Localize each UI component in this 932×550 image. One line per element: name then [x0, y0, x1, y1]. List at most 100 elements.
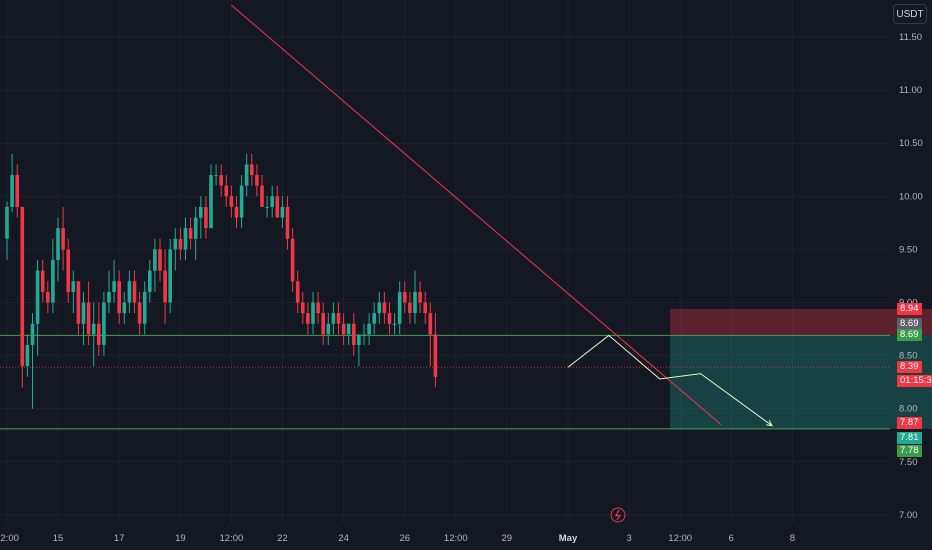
y-tick-label: 10.00 — [899, 191, 923, 202]
candle-body — [214, 175, 218, 177]
price-tag: 8.69 — [897, 329, 922, 342]
candle-body — [112, 281, 116, 292]
lightning-bolt-icon — [614, 509, 622, 521]
candle-body — [51, 260, 55, 303]
candle-body — [97, 323, 101, 345]
price-tag: 7.81 — [897, 432, 922, 445]
candle-body — [40, 270, 45, 292]
x-tick-label: 15 — [53, 533, 64, 544]
candle-body — [188, 228, 193, 239]
candle-body — [301, 302, 305, 314]
candle-body — [153, 249, 157, 271]
candle-body — [35, 270, 40, 324]
candle-body — [178, 238, 183, 250]
candle-body — [326, 323, 331, 335]
candle-body — [234, 206, 239, 218]
price-tag: 8.39 — [897, 361, 922, 374]
candle-body — [142, 291, 147, 324]
candle-body — [137, 302, 142, 324]
candle-body — [122, 302, 127, 314]
candle-body — [290, 238, 295, 282]
candle-body — [306, 313, 310, 324]
candle-body — [367, 323, 371, 335]
candle-body — [229, 196, 234, 207]
y-tick-label: 9.50 — [899, 244, 918, 255]
x-tick-label: 22 — [277, 533, 288, 544]
candle-body — [316, 302, 320, 314]
candle-body — [56, 228, 60, 261]
x-tick-label: 8 — [790, 533, 795, 544]
candle-body — [239, 185, 244, 218]
candle-body — [163, 270, 167, 303]
candle-body — [418, 291, 422, 303]
x-tick-label: 17 — [114, 533, 125, 544]
x-tick-label: 12:00 — [668, 533, 692, 544]
event-marker-icon — [610, 507, 626, 523]
currency-selector[interactable]: USDT — [893, 4, 927, 24]
y-tick-label: 11.50 — [899, 32, 922, 43]
candle-body — [280, 206, 285, 218]
x-tick-label: 19 — [175, 533, 186, 544]
x-tick-label: May — [559, 533, 578, 544]
candle-body — [244, 164, 249, 186]
candle-body — [423, 302, 427, 314]
trendline — [231, 4, 722, 426]
x-tick-label: 24 — [338, 533, 349, 544]
candle-body — [357, 334, 361, 345]
candle-body — [224, 185, 229, 197]
candle-body — [336, 313, 341, 324]
candle-body — [362, 334, 366, 336]
candle-body — [117, 281, 121, 314]
candle-body — [372, 313, 376, 324]
candle-body — [86, 302, 91, 335]
candle-body — [408, 302, 412, 314]
candle-body — [91, 323, 96, 335]
x-tick-label: 6 — [729, 533, 734, 544]
price-tag: 01:15:39 — [897, 375, 932, 388]
projection-arrowhead — [765, 420, 773, 427]
candle-body — [15, 175, 19, 207]
candle-body — [30, 323, 35, 345]
price-tag: 8.94 — [897, 302, 922, 315]
y-tick-label: 7.50 — [899, 457, 918, 468]
take-profit-zone — [670, 335, 932, 429]
candle-body — [219, 175, 223, 186]
candle-body — [270, 196, 274, 207]
x-tick-label: 12:00 — [444, 533, 468, 544]
candle-body — [66, 249, 70, 292]
candle-body — [107, 291, 111, 303]
candle-body — [127, 281, 132, 303]
candle-body — [20, 206, 25, 367]
candle-body — [392, 323, 397, 325]
candle-body — [387, 313, 392, 324]
x-tick-label: 29 — [502, 533, 513, 544]
candle-body — [285, 206, 290, 239]
candle-body — [331, 313, 336, 324]
candle-body — [61, 228, 65, 250]
candle-body — [255, 175, 259, 186]
candle-body — [71, 281, 76, 292]
candle-body — [413, 291, 417, 314]
candle-body — [193, 217, 198, 239]
price-tag: 7.87 — [897, 416, 922, 429]
candle-body — [5, 206, 9, 239]
candle-body — [25, 344, 30, 367]
candle-body — [158, 249, 162, 271]
candle-body — [168, 249, 172, 303]
candle-body — [311, 302, 315, 324]
candle-body — [81, 302, 86, 324]
stop-loss-zone — [670, 308, 932, 336]
candle-body — [428, 313, 433, 335]
candle-body — [321, 313, 325, 335]
candle-body — [173, 238, 178, 250]
candle-body — [132, 281, 137, 303]
y-tick-label: 7.00 — [899, 510, 918, 521]
candle-body — [403, 291, 407, 303]
x-tick-label: 12:00 — [0, 533, 19, 544]
candle-body — [275, 196, 280, 218]
candle-body — [204, 206, 208, 229]
candle-body — [250, 164, 254, 176]
candle-body — [382, 302, 387, 314]
candle-body — [295, 281, 300, 303]
